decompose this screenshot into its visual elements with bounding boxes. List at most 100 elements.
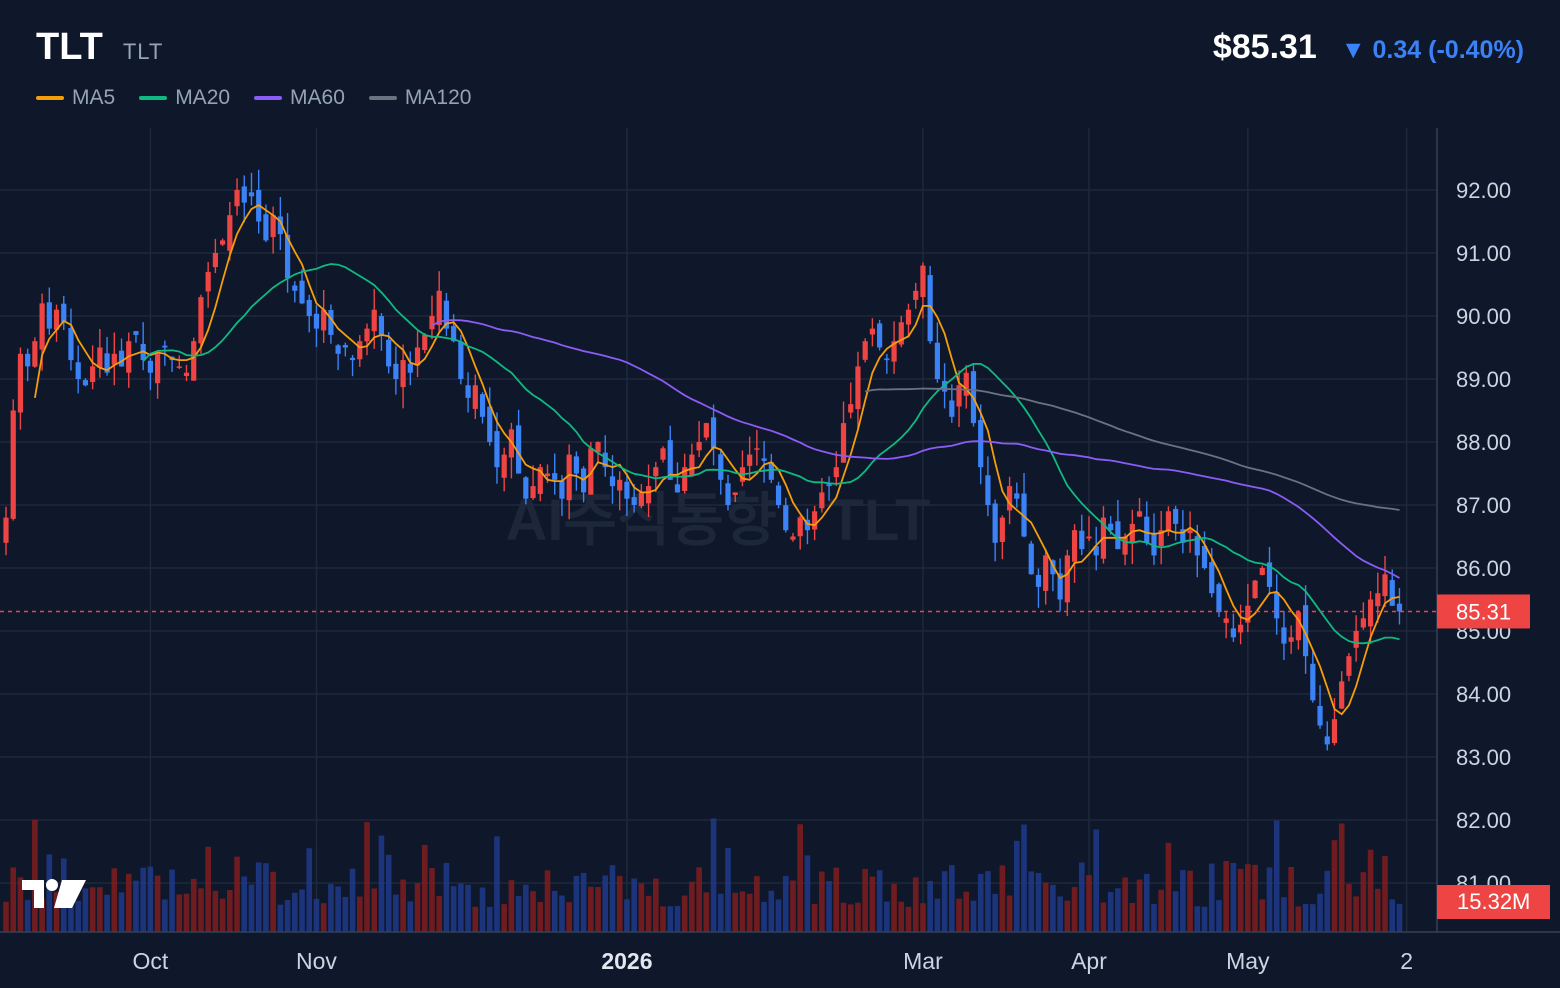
- candle-body: [927, 275, 933, 342]
- volume-bar: [927, 880, 933, 932]
- candle-body: [1201, 545, 1208, 568]
- volume-bar: [710, 818, 717, 932]
- legend-ma20[interactable]: MA20: [139, 86, 230, 110]
- y-tick-label: 91.00: [1456, 241, 1511, 266]
- candle-body: [1382, 574, 1388, 597]
- volume-bar: [891, 883, 897, 932]
- volume-bar: [385, 854, 392, 932]
- volume-bar: [1143, 873, 1150, 932]
- legend-ma60-swatch: [254, 96, 283, 100]
- volume-bar: [1382, 855, 1388, 932]
- candle-body: [393, 363, 399, 379]
- volume-bar: [1093, 829, 1100, 932]
- candle-body: [985, 475, 991, 505]
- candle-body: [725, 483, 731, 505]
- volume-bar: [1360, 872, 1367, 932]
- candle-body: [501, 454, 507, 478]
- legend-ma5[interactable]: MA5: [36, 86, 115, 110]
- y-tick-label: 87.00: [1456, 493, 1511, 518]
- volume-bar: [371, 888, 378, 932]
- candle-body: [220, 240, 226, 245]
- volume-bar: [566, 902, 572, 932]
- candle-body: [1180, 529, 1186, 543]
- volume-bar: [486, 906, 493, 932]
- candle-body: [472, 385, 478, 409]
- volume-bar: [905, 906, 912, 932]
- candle-body: [46, 302, 52, 329]
- volume-bar: [1375, 888, 1381, 932]
- candle-body: [342, 344, 348, 348]
- volume-bar: [530, 891, 536, 932]
- volume-bar: [1310, 904, 1316, 932]
- candle-body: [1295, 612, 1301, 641]
- candle-body: [530, 486, 536, 499]
- candle-body: [234, 190, 240, 207]
- volume-bar: [190, 878, 197, 932]
- candle-body: [270, 215, 276, 238]
- volume-bar: [1021, 824, 1027, 932]
- candle-body: [754, 448, 760, 450]
- volume-bar: [970, 900, 977, 932]
- x-tick-label: Nov: [296, 948, 337, 974]
- candle-body: [198, 297, 204, 344]
- x-tick-label: Mar: [903, 948, 943, 974]
- volume-bar: [400, 879, 406, 932]
- volume-bar: [342, 896, 349, 932]
- volume-bar: [162, 899, 168, 932]
- candle-body: [306, 299, 312, 316]
- volume-bar: [24, 899, 31, 932]
- volume-bar: [674, 905, 681, 932]
- volume-bar: [1107, 892, 1114, 932]
- volume-bar: [754, 876, 760, 932]
- volume-bar: [847, 904, 854, 932]
- volume-bar: [299, 889, 305, 932]
- candle-body: [710, 417, 717, 449]
- volume-bar: [68, 896, 74, 932]
- ma120-line: [865, 387, 1400, 511]
- candle-body: [299, 280, 305, 304]
- volume-bars: [3, 818, 1403, 932]
- volume-bar: [732, 892, 739, 932]
- candle-body: [378, 316, 385, 335]
- volume-bar: [414, 883, 421, 932]
- candle-body: [905, 309, 912, 325]
- volume-bar: [1245, 864, 1251, 932]
- volume-bar: [912, 877, 919, 932]
- volume-bar: [1324, 870, 1331, 932]
- legend-ma120[interactable]: MA120: [368, 86, 471, 110]
- legend-ma20-swatch: [139, 96, 168, 100]
- volume-bar: [1230, 862, 1237, 932]
- volume-bar: [306, 848, 313, 932]
- volume-bar: [328, 884, 334, 932]
- volume-bar: [1035, 872, 1042, 932]
- candle-body: [609, 476, 616, 487]
- volume-bar: [320, 903, 327, 932]
- volume-bar: [624, 899, 630, 932]
- grid: [0, 128, 1437, 932]
- volume-bar: [898, 901, 905, 932]
- x-tick-label: 2026: [601, 948, 652, 974]
- volume-bar: [465, 884, 471, 932]
- volume-bar: [1389, 899, 1396, 932]
- volume-bar: [1353, 896, 1359, 932]
- volume-bar: [884, 901, 890, 932]
- volume-bar: [689, 881, 695, 932]
- last-price-tag: [1437, 594, 1530, 629]
- volume-bar: [551, 890, 558, 932]
- volume-bar: [717, 893, 724, 932]
- volume-bar: [1129, 902, 1136, 932]
- candle-body: [775, 485, 782, 505]
- legend-ma60[interactable]: MA60: [254, 86, 345, 110]
- candle-body: [284, 234, 291, 279]
- legend-ma120-swatch: [368, 96, 397, 100]
- candle-body: [884, 358, 890, 361]
- candle-body: [934, 342, 940, 379]
- volume-bar: [862, 868, 868, 932]
- y-tick-label: 92.00: [1456, 178, 1511, 203]
- volume-bar: [537, 901, 544, 932]
- volume-bar: [248, 884, 255, 932]
- volume-bar: [992, 893, 998, 932]
- candle-body: [75, 362, 81, 379]
- volume-bar: [1014, 840, 1020, 932]
